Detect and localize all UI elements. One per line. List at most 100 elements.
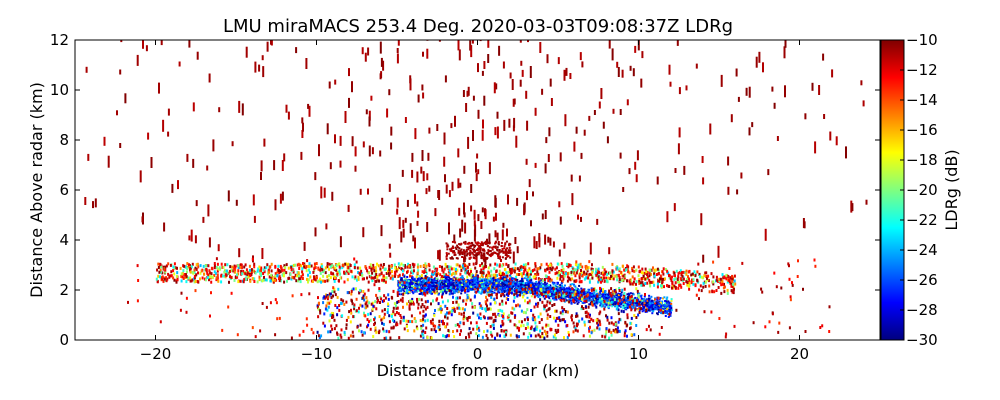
echo-point [576, 302, 579, 305]
echo-point [375, 269, 378, 273]
echo-point [299, 280, 302, 284]
echo-point [401, 169, 404, 177]
echo-point [516, 267, 519, 271]
echo-point [397, 40, 400, 46]
echo-point [533, 285, 536, 288]
echo-point [460, 268, 463, 272]
echo-point [582, 291, 585, 293]
echo-point [635, 282, 637, 286]
echo-point [210, 272, 213, 276]
echo-point [265, 266, 268, 270]
echo-point [558, 285, 561, 288]
echo-point [190, 229, 193, 242]
echo-point [704, 284, 707, 288]
echo-point [451, 181, 454, 191]
echo-point [598, 294, 601, 297]
echo-point [258, 265, 261, 269]
echo-point [206, 165, 209, 171]
echo-point [549, 237, 552, 246]
echo-point [189, 267, 192, 270]
echo-point [469, 288, 472, 291]
echo-point [431, 292, 433, 295]
echo-point [367, 188, 369, 195]
echo-point [671, 286, 673, 290]
echo-point [472, 95, 475, 101]
echo-point [217, 244, 220, 252]
echo-point [542, 284, 544, 287]
echo-point [495, 83, 498, 90]
echo-point [662, 304, 665, 307]
echo-point [645, 298, 648, 301]
echo-point [654, 308, 657, 311]
echo-point [260, 274, 263, 277]
echo-point [215, 266, 218, 270]
echo-point [494, 262, 497, 266]
echo-point [566, 299, 569, 302]
echo-point [468, 262, 471, 266]
echo-point [404, 117, 407, 123]
echo-point [831, 69, 834, 78]
echo-point [422, 92, 425, 99]
echo-point [271, 278, 274, 282]
echo-point [422, 171, 425, 182]
echo-point [442, 292, 445, 295]
echo-point [626, 298, 629, 301]
echo-point [676, 40, 679, 46]
echo-point [312, 270, 315, 274]
echo-point [333, 279, 336, 283]
echo-point [587, 297, 590, 300]
echo-point [522, 272, 525, 276]
echo-point [679, 283, 682, 287]
echo-point [192, 102, 195, 112]
echo-point [404, 217, 407, 223]
echo-point [374, 266, 377, 270]
echo-point [408, 291, 411, 294]
echo-point [764, 228, 767, 241]
echo-point [375, 279, 378, 283]
echo-point [368, 265, 371, 269]
echo-point [538, 233, 541, 242]
echo-point [501, 277, 504, 280]
echo-point [637, 265, 640, 269]
echo-point [519, 40, 522, 43]
echo-point [538, 281, 540, 284]
echo-point [350, 269, 353, 273]
echo-point [360, 272, 363, 276]
echo-point [371, 271, 374, 275]
echo-point [488, 233, 491, 245]
echo-point [480, 274, 483, 277]
echo-point [656, 298, 659, 301]
echo-point [540, 282, 543, 284]
echo-point [384, 280, 387, 284]
echo-point [249, 268, 251, 272]
echo-point [190, 265, 193, 269]
echo-point [450, 288, 453, 291]
echo-point [422, 264, 425, 267]
echo-point [282, 274, 285, 278]
echo-point [646, 273, 649, 277]
echo-point [445, 278, 448, 281]
echo-point [591, 271, 594, 275]
echo-point [448, 279, 451, 282]
echo-point [167, 108, 170, 116]
echo-point [388, 89, 391, 96]
echo-point [488, 284, 491, 287]
echo-point [616, 305, 619, 307]
echo-point [433, 271, 436, 275]
echo-point [682, 277, 685, 281]
echo-point [617, 294, 620, 297]
echo-point [684, 271, 687, 275]
echo-point [458, 207, 461, 216]
echo-point [206, 264, 209, 268]
echo-point [267, 268, 270, 272]
echo-point [245, 277, 248, 281]
echo-point [481, 264, 484, 268]
echo-point [471, 282, 474, 285]
echo-point [401, 282, 404, 284]
echo-point [657, 301, 660, 304]
echo-point [349, 264, 352, 267]
echo-point [496, 278, 498, 281]
echo-point [641, 51, 644, 59]
echo-point [398, 273, 401, 277]
echo-point [435, 274, 438, 277]
